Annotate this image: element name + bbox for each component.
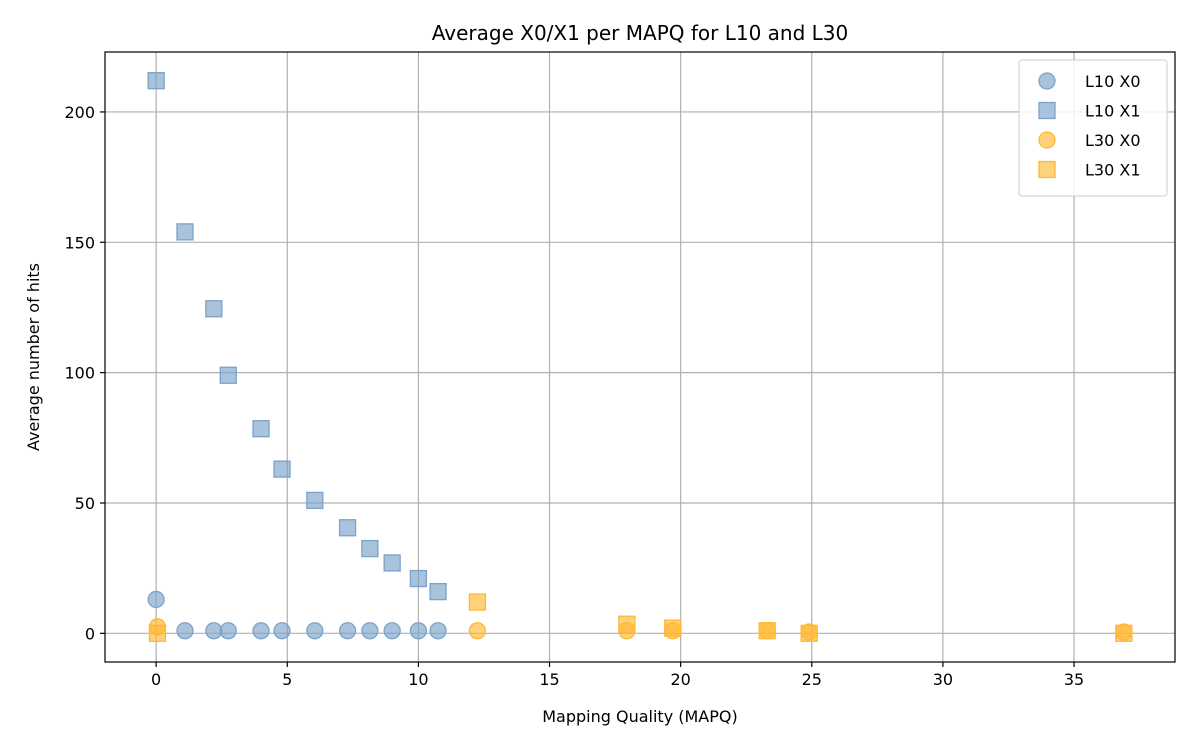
y-tick-label: 200	[64, 103, 95, 122]
l10-x0-point	[176, 622, 194, 640]
y-axis-label: Average number of hits	[24, 263, 43, 451]
x-tick-label: 25	[802, 670, 822, 689]
l10-x0-point	[273, 622, 291, 640]
l10-x1-point	[429, 582, 447, 601]
l30-x1-point	[664, 619, 682, 637]
l10-x0-point	[205, 622, 223, 640]
legend: L10 X0 L10 X1 L30 X0 L30 X1	[1018, 59, 1168, 197]
legend-marker	[1038, 101, 1056, 120]
l10-x1-point	[252, 420, 270, 438]
x-tick-label: 5	[282, 670, 292, 689]
l10-x1-point	[306, 491, 324, 510]
l10-x1-point	[205, 300, 223, 318]
x-axis-label: Mapping Quality (MAPQ)	[542, 707, 737, 726]
axis-ticks: 0 5 10 15 20 25 30 35 0 50 100 150 200	[64, 103, 1084, 689]
l30-x1-point	[1115, 624, 1133, 642]
l10-x1-point	[147, 72, 165, 90]
l10-x0-point	[409, 622, 428, 640]
data-points	[147, 72, 1133, 642]
legend-box	[1018, 59, 1168, 197]
x-tick-label: 10	[408, 670, 428, 689]
legend-marker	[1038, 131, 1056, 149]
l10-x0-point	[147, 590, 165, 609]
l30-x1-point	[758, 622, 776, 640]
l10-x0-point	[252, 622, 270, 640]
legend-marker	[1038, 160, 1056, 179]
y-tick-label: 100	[64, 364, 95, 383]
l30-x1-point	[800, 624, 818, 642]
l10-x1-point	[273, 460, 291, 478]
l10-x1-point	[383, 554, 401, 572]
legend-label: L10 X1	[1085, 102, 1141, 121]
y-tick-label: 50	[75, 494, 95, 513]
legend-label: L30 X0	[1085, 131, 1141, 150]
l30-x0-point	[468, 622, 487, 640]
legend-label: L30 X1	[1085, 161, 1141, 180]
l10-x1-point	[409, 569, 428, 588]
l10-x1-point	[219, 366, 237, 384]
x-tick-label: 35	[1064, 670, 1084, 689]
y-tick-label: 150	[64, 233, 95, 252]
chart-title: Average X0/X1 per MAPQ for L10 and L30	[432, 21, 849, 45]
l10-x0-point	[429, 622, 447, 640]
l10-x0-point	[361, 622, 379, 640]
l10-x1-point	[176, 223, 194, 241]
x-tick-label: 15	[539, 670, 559, 689]
l30-x1-point	[148, 624, 167, 642]
l30-x1-point	[468, 593, 487, 611]
l10-x0-point	[383, 622, 401, 640]
l10-x1-point	[361, 539, 379, 558]
legend-label: L10 X0	[1085, 72, 1141, 91]
legend-marker	[1038, 72, 1056, 90]
plot-frame	[104, 51, 1176, 663]
x-tick-label: 30	[933, 670, 953, 689]
l10-x1-point	[338, 519, 357, 537]
l10-x0-point	[338, 622, 357, 640]
l10-x0-point	[219, 622, 237, 640]
l30-x1-point	[618, 615, 636, 633]
l10-x0-point	[306, 622, 324, 640]
x-tick-label: 20	[670, 670, 690, 689]
y-tick-label: 0	[85, 624, 95, 643]
x-tick-label: 0	[151, 670, 161, 689]
